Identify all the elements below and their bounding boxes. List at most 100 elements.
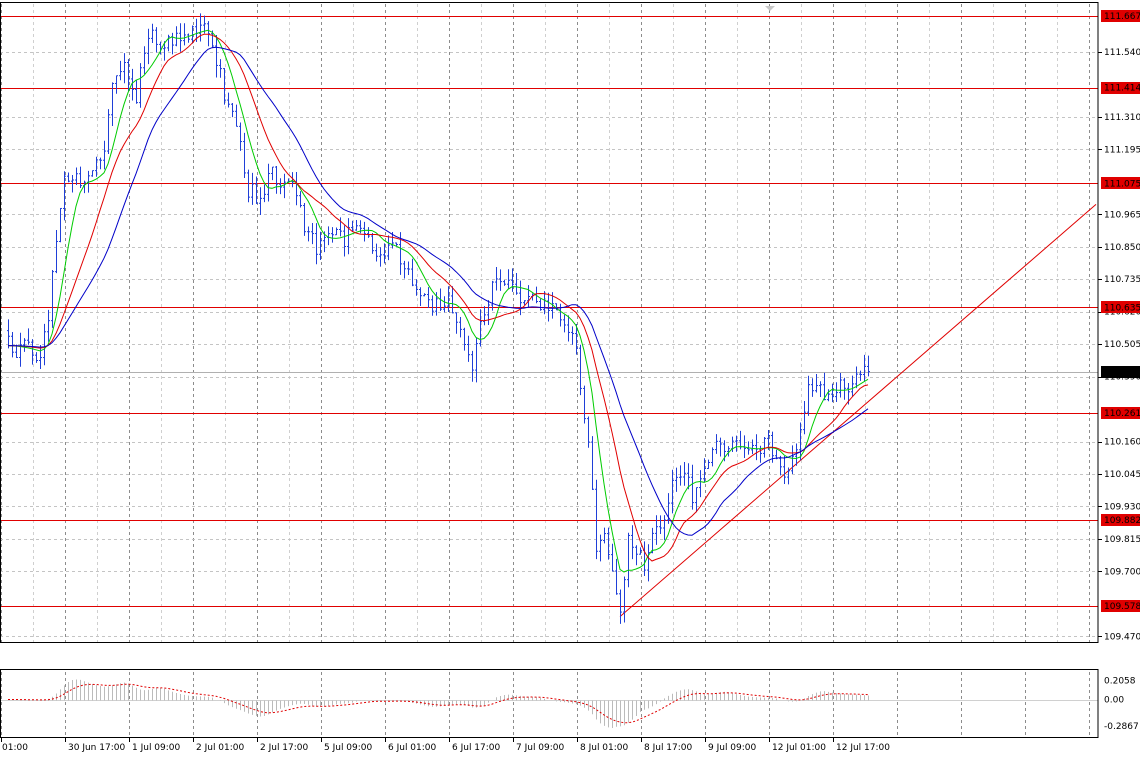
level-price-label: 111.414 <box>1104 84 1140 94</box>
price-bar <box>63 171 66 221</box>
price-bar <box>115 75 118 94</box>
price-bar <box>523 300 526 305</box>
price-tick-label: 111.310 <box>1104 113 1140 123</box>
level-price-label: 110.261 <box>1104 409 1140 419</box>
price-bar <box>187 33 190 43</box>
osc-tick-label: -0.2867 <box>1104 722 1139 732</box>
price-bar <box>139 63 142 108</box>
price-bar <box>471 350 474 382</box>
price-bar <box>631 525 634 560</box>
price-bar <box>695 487 698 513</box>
price-bar <box>539 298 542 311</box>
price-bar <box>827 389 830 402</box>
price-bar <box>675 467 678 492</box>
price-bar <box>475 337 478 383</box>
price-bar <box>363 221 366 242</box>
price-bar <box>311 223 314 245</box>
price-bar <box>839 373 842 398</box>
time-tick-label: 1 Jul 09:00 <box>132 743 181 753</box>
price-bar <box>407 261 410 276</box>
price-bar <box>19 332 22 367</box>
price-bar <box>583 385 586 424</box>
price-bar <box>607 527 610 560</box>
price-bar <box>167 34 170 52</box>
price-bar <box>251 172 254 205</box>
price-bar <box>239 122 242 151</box>
price-bar <box>387 235 390 261</box>
price-bar <box>111 82 114 127</box>
price-bar <box>203 15 206 34</box>
price-bar <box>735 435 738 452</box>
price-bar <box>487 300 490 326</box>
price-bar <box>155 27 158 53</box>
price-bar <box>511 268 514 292</box>
price-bar <box>683 461 686 486</box>
price-bar <box>491 280 494 311</box>
price-bar <box>307 226 310 242</box>
price-bar <box>31 339 34 365</box>
trendline <box>619 204 1097 617</box>
price-bar <box>275 165 278 194</box>
price-bar <box>335 227 338 236</box>
price-bar <box>795 443 798 466</box>
price-bar <box>791 445 794 474</box>
price-bar <box>671 469 674 514</box>
price-bar <box>703 458 706 483</box>
price-bar <box>131 68 134 101</box>
current-price-label: 110.408 <box>1104 368 1140 378</box>
price-bar <box>351 220 354 233</box>
time-tick-label: 8 Jul 01:00 <box>580 743 629 753</box>
level-price-tag <box>1101 514 1140 526</box>
price-bar <box>647 544 650 582</box>
price-bar <box>51 270 54 328</box>
price-bar <box>67 172 70 183</box>
price-bar <box>411 258 414 287</box>
level-price-label: 110.635 <box>1104 303 1140 313</box>
price-bar <box>95 156 98 177</box>
price-bar <box>79 166 82 189</box>
level-price-tag <box>1101 82 1140 94</box>
price-bar <box>255 176 258 204</box>
price-bar <box>271 166 274 181</box>
price-bar <box>219 59 222 78</box>
price-bar <box>7 319 10 349</box>
price-bar <box>315 223 318 265</box>
scroll-marker-icon <box>765 6 775 11</box>
time-tick-label: 6 Jul 17:00 <box>452 743 501 753</box>
price-bar <box>163 41 166 61</box>
price-bar <box>99 157 102 170</box>
price-bar <box>215 35 218 78</box>
price-bar <box>235 104 238 127</box>
level-price-label: 111.075 <box>1104 179 1140 189</box>
price-tick-label: 111.540 <box>1104 48 1140 58</box>
price-bar <box>651 527 654 554</box>
price-bar <box>635 545 638 566</box>
price-bar <box>347 218 350 255</box>
price-bar <box>75 167 78 186</box>
price-bar <box>207 21 210 47</box>
price-bar <box>367 227 370 238</box>
price-bar <box>199 13 202 42</box>
price-bar <box>803 401 806 435</box>
price-bar <box>403 260 406 279</box>
oscillator-panel <box>0 679 1098 728</box>
price-bar <box>283 173 286 199</box>
price-bar <box>267 163 270 202</box>
price-bar <box>595 479 598 560</box>
price-bar <box>823 372 826 401</box>
osc-tick-label: 0.00 <box>1104 696 1124 706</box>
horizontal-levels <box>0 16 1098 607</box>
price-bar <box>575 324 578 355</box>
price-bar <box>639 547 642 555</box>
price-tick-label: 110.735 <box>1104 275 1140 285</box>
price-bar <box>375 243 378 262</box>
price-bar <box>263 184 266 203</box>
price-bar <box>615 558 618 595</box>
price-bar <box>431 295 434 316</box>
price-bar <box>319 231 322 260</box>
time-tick-label: 12 Jul 01:00 <box>772 743 826 753</box>
price-bar <box>143 46 146 75</box>
price-bar <box>223 68 226 105</box>
